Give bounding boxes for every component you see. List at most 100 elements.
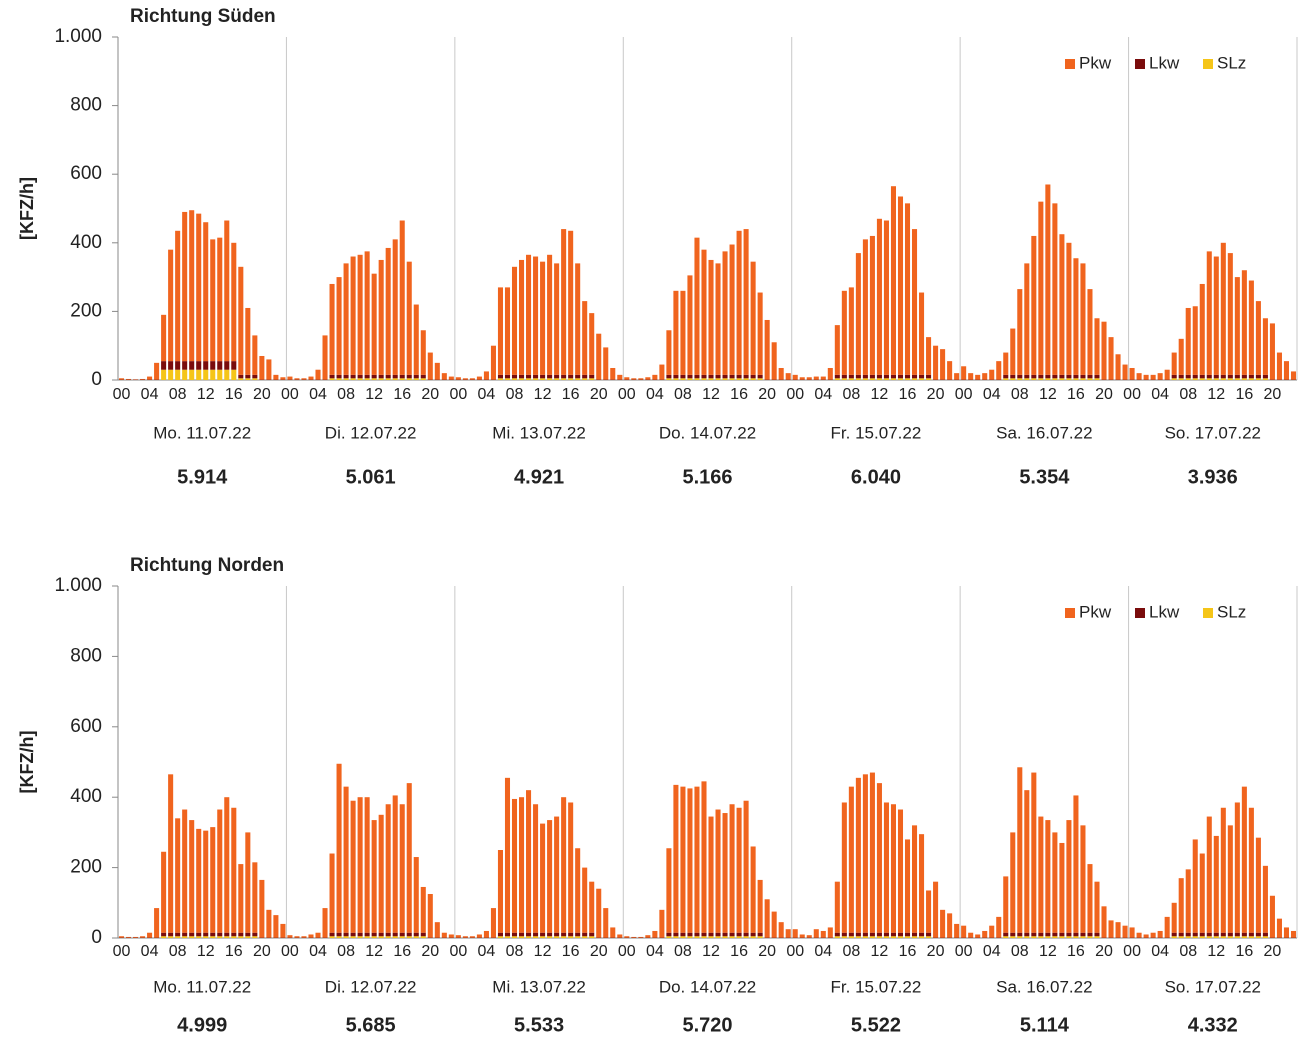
- bar-segment: [224, 932, 230, 937]
- bar-segment: [1038, 936, 1044, 938]
- bar-segment: [175, 361, 181, 370]
- bar-segment: [161, 361, 167, 370]
- bar-segment: [554, 932, 560, 937]
- bar-segment: [1248, 378, 1254, 380]
- bar-segment: [118, 936, 125, 938]
- bar-segment: [645, 377, 651, 380]
- bar-segment: [1178, 374, 1184, 379]
- bar-segment: [1227, 374, 1233, 379]
- bar-segment: [1227, 825, 1233, 933]
- x-tick-label: 00: [1123, 386, 1141, 403]
- bar-segment: [1199, 378, 1205, 380]
- bar-segment: [912, 825, 918, 933]
- bar-segment: [841, 378, 847, 380]
- bar-segment: [1192, 936, 1198, 938]
- day-label: Mi. 13.07.22: [492, 977, 586, 996]
- bar-segment: [140, 936, 146, 938]
- x-tick-label: 08: [1179, 386, 1197, 403]
- bar-segment: [1283, 927, 1289, 938]
- bar-segment: [883, 220, 889, 375]
- bar-segment: [203, 369, 209, 380]
- bar-segment: [554, 816, 560, 933]
- bar-segment: [701, 378, 707, 380]
- bar-segment: [820, 930, 826, 938]
- bar-segment: [848, 786, 854, 933]
- bar-segment: [1045, 374, 1051, 379]
- bar-segment: [933, 345, 939, 380]
- bar-segment: [926, 890, 932, 933]
- bar-segment: [196, 361, 202, 370]
- legend-swatch: [1135, 59, 1145, 69]
- bar-segment: [1066, 242, 1072, 375]
- bar-segment: [834, 936, 840, 938]
- bar-segment: [336, 936, 342, 938]
- bar-segment: [533, 936, 539, 938]
- bar-segment: [680, 378, 686, 380]
- bar-segment: [568, 230, 574, 375]
- bar-segment: [568, 378, 574, 380]
- bar-segment: [996, 916, 1002, 938]
- bar-segment: [540, 378, 546, 380]
- bar-segment: [322, 335, 328, 380]
- bar-segment: [568, 932, 574, 937]
- bar-segment: [462, 936, 468, 938]
- x-tick-label: 20: [758, 943, 776, 960]
- bar-segment: [876, 374, 882, 379]
- bar-segment: [855, 936, 861, 938]
- bar-segment: [533, 932, 539, 937]
- bar-segment: [1241, 932, 1247, 937]
- bar-segment: [1003, 374, 1009, 379]
- x-tick-label: 16: [730, 386, 748, 403]
- x-tick-label: 16: [899, 943, 917, 960]
- bar-segment: [413, 374, 419, 379]
- bar-segment: [652, 930, 658, 938]
- bar-segment: [392, 378, 398, 380]
- bar-segment: [912, 374, 918, 379]
- bar-segment: [161, 936, 167, 938]
- bar-segment: [1206, 936, 1212, 938]
- bar-segment: [940, 909, 946, 938]
- bar-segment: [378, 374, 384, 379]
- bar-segment: [890, 936, 896, 938]
- bar-segment: [350, 932, 356, 937]
- bar-segment: [1213, 378, 1219, 380]
- bar-segment: [519, 374, 525, 379]
- bar-segment: [862, 936, 868, 938]
- bar-segment: [1150, 932, 1156, 938]
- bar-segment: [504, 287, 511, 375]
- bar-segment: [561, 932, 567, 937]
- bar-segment: [1136, 932, 1142, 938]
- bar-segment: [245, 307, 251, 375]
- bar-segment: [371, 374, 377, 379]
- bar-segment: [904, 374, 911, 379]
- bar-segment: [954, 373, 960, 380]
- y-axis-label: [KFZ/h]: [17, 177, 37, 240]
- bar-segment: [876, 783, 882, 933]
- bar-segment: [231, 369, 237, 380]
- bar-segment: [1045, 184, 1051, 375]
- bar-segment: [1185, 932, 1191, 937]
- bar-segment: [680, 290, 686, 375]
- y-tick-label: 800: [70, 95, 102, 116]
- bar-segment: [1199, 932, 1205, 937]
- bar-segment: [1017, 378, 1023, 380]
- bar-segment: [238, 932, 244, 937]
- bar-segment: [687, 788, 693, 933]
- bar-segment: [1038, 816, 1044, 933]
- bar-segment: [547, 254, 553, 375]
- bar-segment: [357, 932, 363, 937]
- day-label: Do. 14.07.22: [659, 423, 756, 442]
- bar-segment: [259, 879, 265, 938]
- x-tick-label: 08: [337, 386, 355, 403]
- bar-segment: [1255, 837, 1261, 933]
- day-label: Mi. 13.07.22: [492, 423, 586, 442]
- bar-segment: [118, 378, 125, 380]
- bar-segment: [217, 932, 223, 937]
- bar-segment: [855, 374, 861, 379]
- bar-segment: [869, 378, 875, 380]
- day-label: Mo. 11.07.22: [153, 977, 251, 996]
- bar-segment: [1227, 378, 1233, 380]
- x-tick-label: 04: [1151, 943, 1169, 960]
- bar-segment: [743, 229, 749, 375]
- bar-segment: [1178, 878, 1184, 933]
